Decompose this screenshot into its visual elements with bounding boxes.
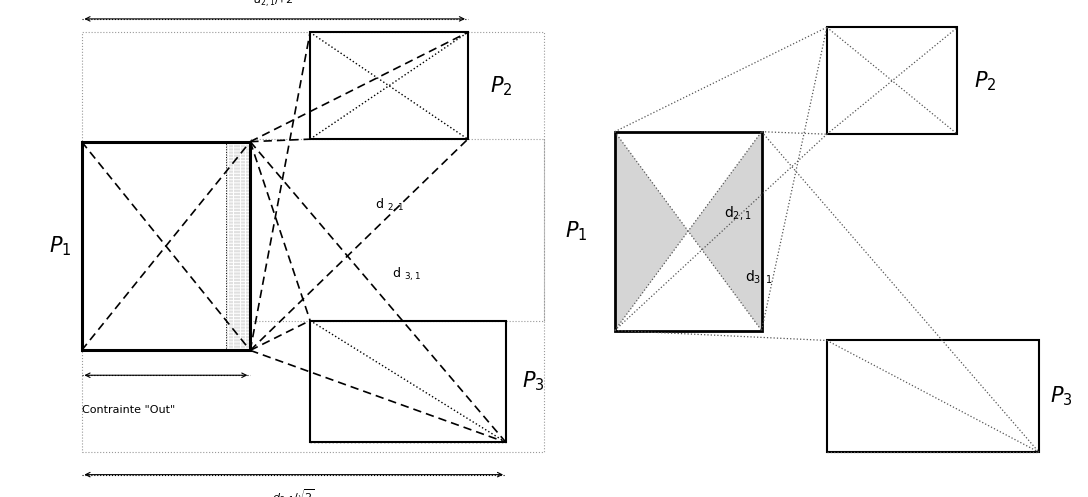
Bar [226, 142, 250, 350]
Text: Contrainte "Out": Contrainte "Out" [82, 405, 175, 415]
Bar [250, 139, 544, 321]
Text: $P_2$: $P_2$ [490, 74, 512, 97]
Bar [82, 142, 250, 350]
Text: $P_1$: $P_1$ [566, 219, 588, 243]
Polygon shape [688, 132, 762, 331]
Text: $d_{3,1}/\sqrt{2}$: $d_{3,1}/\sqrt{2}$ [272, 487, 316, 497]
Polygon shape [615, 132, 688, 331]
Text: d $_{2,1}$: d $_{2,1}$ [375, 196, 404, 214]
Bar [82, 32, 544, 452]
Text: $P_3$: $P_3$ [1050, 385, 1073, 408]
Text: d$_{2,1}$: d$_{2,1}$ [724, 204, 751, 222]
Text: d $_{3,1}$: d $_{3,1}$ [392, 266, 420, 283]
Bar [827, 27, 957, 134]
Bar [310, 321, 506, 442]
Bar [827, 340, 1039, 452]
Bar [615, 132, 762, 331]
Text: d$_{3,1}$: d$_{3,1}$ [745, 268, 772, 286]
Text: $d_{2,1}/\sqrt{2}$: $d_{2,1}/\sqrt{2}$ [254, 0, 296, 9]
Text: $P_3$: $P_3$ [522, 370, 545, 393]
Bar [310, 32, 468, 139]
Text: $P_1$: $P_1$ [49, 234, 71, 258]
Text: $P_2$: $P_2$ [974, 69, 997, 92]
